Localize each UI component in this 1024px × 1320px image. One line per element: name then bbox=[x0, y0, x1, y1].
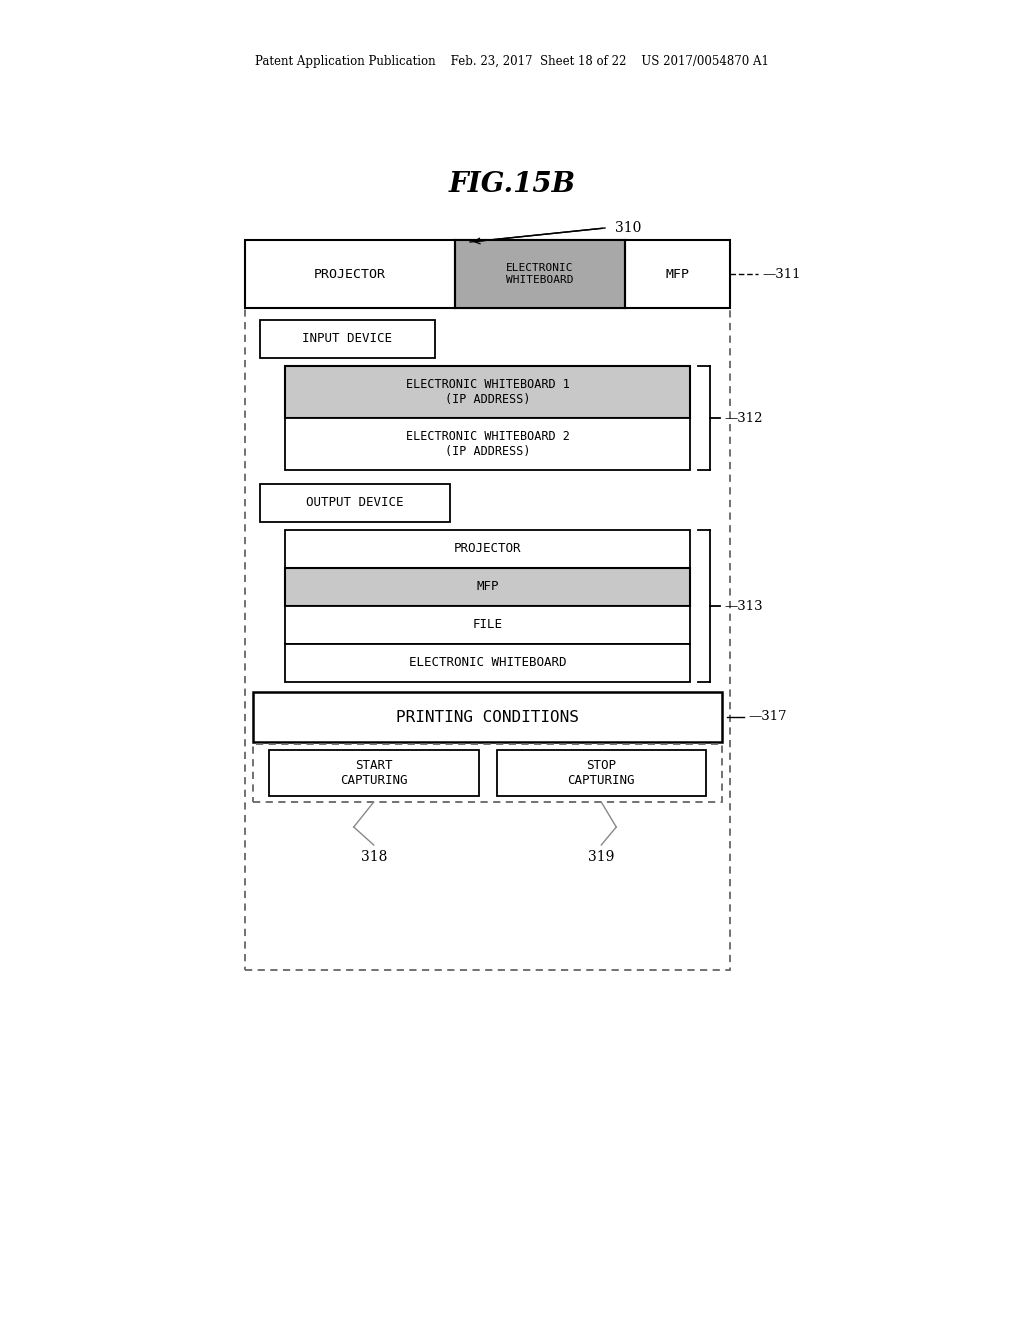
Text: 318: 318 bbox=[360, 850, 387, 865]
Bar bbox=[285, 568, 690, 606]
Text: PRINTING CONDITIONS: PRINTING CONDITIONS bbox=[396, 710, 579, 725]
Bar bbox=[260, 319, 435, 358]
Text: ELECTRONIC
WHITEBOARD: ELECTRONIC WHITEBOARD bbox=[506, 263, 573, 285]
Bar bbox=[285, 366, 690, 418]
Text: —312: —312 bbox=[724, 412, 763, 425]
Text: —311: —311 bbox=[762, 268, 801, 281]
Text: FIG.15B: FIG.15B bbox=[449, 172, 575, 198]
Text: 319: 319 bbox=[588, 850, 614, 865]
Text: —317: —317 bbox=[748, 710, 786, 723]
Bar bbox=[253, 692, 722, 742]
Text: PROJECTOR: PROJECTOR bbox=[454, 543, 521, 556]
Text: START
CAPTURING: START CAPTURING bbox=[340, 759, 408, 787]
Bar bbox=[269, 750, 478, 796]
Text: MFP: MFP bbox=[476, 581, 499, 594]
Text: ELECTRONIC WHITEBOARD 1
(IP ADDRESS): ELECTRONIC WHITEBOARD 1 (IP ADDRESS) bbox=[406, 378, 569, 407]
Text: —313: —313 bbox=[724, 599, 763, 612]
Text: 310: 310 bbox=[615, 220, 641, 235]
Text: Patent Application Publication    Feb. 23, 2017  Sheet 18 of 22    US 2017/00548: Patent Application Publication Feb. 23, … bbox=[255, 55, 769, 69]
Bar bbox=[285, 531, 690, 568]
Text: MFP: MFP bbox=[666, 268, 689, 281]
Text: STOP
CAPTURING: STOP CAPTURING bbox=[567, 759, 635, 787]
Text: ELECTRONIC WHITEBOARD: ELECTRONIC WHITEBOARD bbox=[409, 656, 566, 669]
Text: FILE: FILE bbox=[472, 619, 503, 631]
Bar bbox=[285, 606, 690, 644]
Bar bbox=[260, 484, 450, 521]
Bar bbox=[245, 240, 730, 308]
Bar bbox=[285, 644, 690, 682]
Bar bbox=[285, 418, 690, 470]
Text: OUTPUT DEVICE: OUTPUT DEVICE bbox=[306, 496, 403, 510]
Bar bbox=[497, 750, 706, 796]
Text: INPUT DEVICE: INPUT DEVICE bbox=[302, 333, 392, 346]
Text: ELECTRONIC WHITEBOARD 2
(IP ADDRESS): ELECTRONIC WHITEBOARD 2 (IP ADDRESS) bbox=[406, 430, 569, 458]
Bar bbox=[253, 744, 722, 803]
Bar bbox=[245, 240, 730, 970]
Bar bbox=[455, 240, 625, 308]
Text: PROJECTOR: PROJECTOR bbox=[314, 268, 386, 281]
